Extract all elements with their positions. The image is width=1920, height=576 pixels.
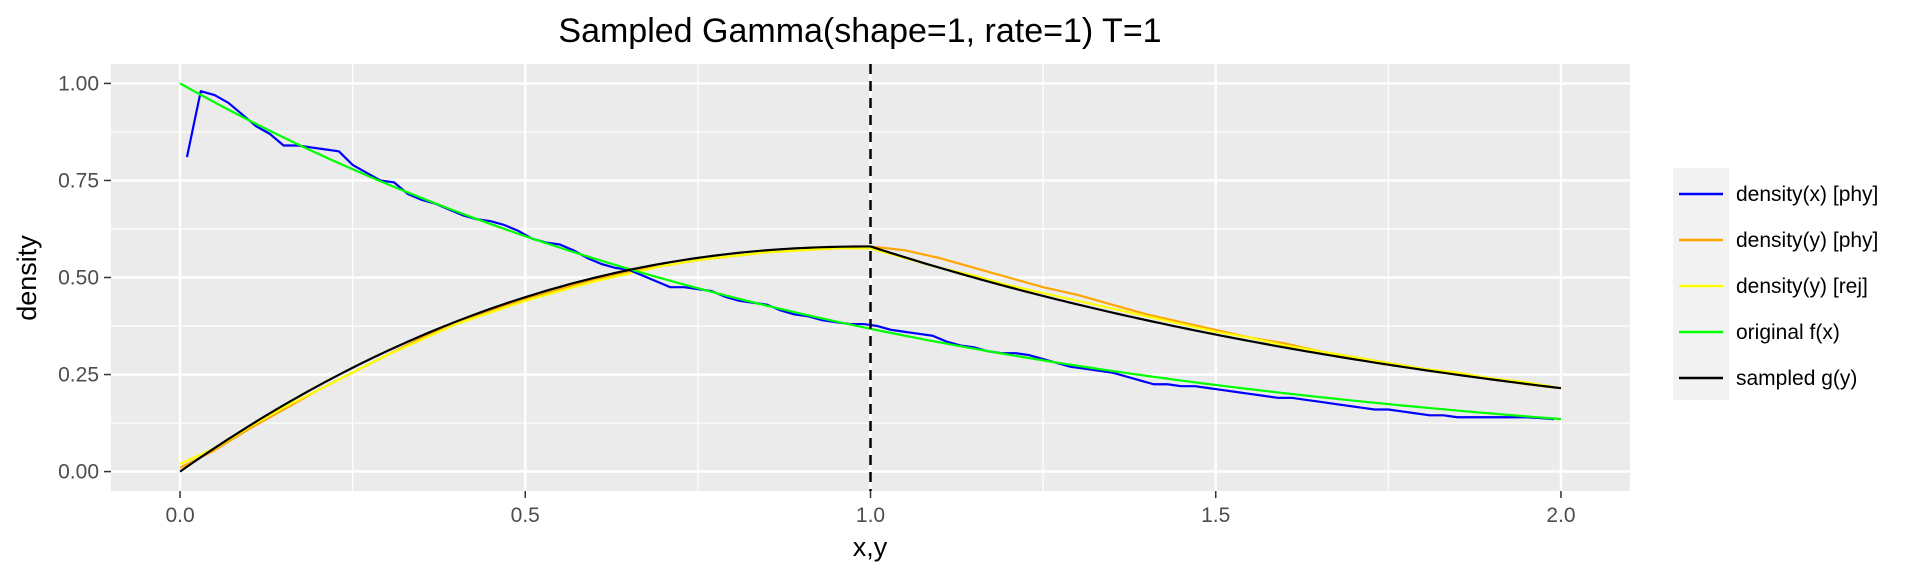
y-axis: 0.00 0.25 0.50 0.75 1.00 (58, 72, 111, 484)
y-tick-label: 0.25 (58, 364, 99, 387)
legend-label: density(y) [phy] (1736, 229, 1878, 252)
y-tick-label: 0.00 (58, 461, 99, 484)
x-tick-label: 1.5 (1201, 504, 1230, 527)
legend-background (1673, 168, 1729, 400)
legend: density(x) [phy] density(y) [phy] density(… (1673, 168, 1878, 400)
x-tick-label: 1.0 (856, 504, 885, 527)
legend-label: density(x) [phy] (1736, 183, 1878, 206)
x-tick-label: 0.5 (511, 504, 540, 527)
y-tick-label: 0.75 (58, 169, 99, 192)
series-line-2 (179, 247, 1562, 465)
x-tick-label: 2.0 (1546, 504, 1575, 527)
series-line-4 (179, 245, 1562, 473)
legend-label: sampled g(y) (1736, 367, 1857, 390)
x-axis: 0.0 0.5 1.0 1.5 2.0 (165, 491, 1576, 527)
legend-label: original f(x) (1736, 321, 1840, 344)
chart-title: Sampled Gamma(shape=1, rate=1) T=1 (558, 12, 1161, 50)
y-tick-label: 0.50 (58, 267, 99, 290)
x-axis-title: x,y (853, 532, 888, 562)
y-tick-label: 1.00 (58, 72, 99, 95)
legend-label: density(y) [rej] (1736, 275, 1868, 298)
y-axis-title: density (12, 235, 42, 321)
x-tick-label: 0.0 (165, 504, 194, 527)
